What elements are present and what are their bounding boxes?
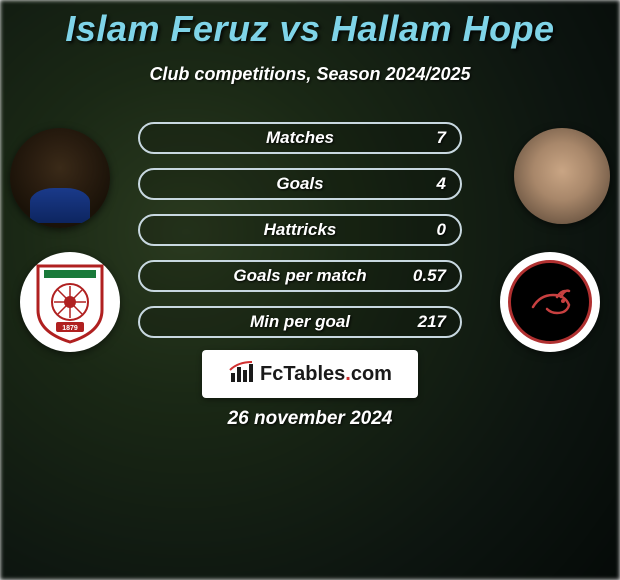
stat-row: Goals 4 <box>138 168 462 200</box>
stat-row: Min per goal 217 <box>138 306 462 338</box>
club1-crest: 1879 <box>20 252 120 352</box>
stat-label: Matches <box>140 128 460 148</box>
logo-brand-tables: Tables <box>283 363 345 385</box>
logo-text: FcTables.com <box>260 363 392 386</box>
club2-crest-icon <box>508 260 592 344</box>
stat-value: 0 <box>437 220 446 240</box>
page-title: Islam Feruz vs Hallam Hope <box>0 8 620 50</box>
player1-face-icon <box>10 128 110 228</box>
logo-brand-com: com <box>351 363 392 385</box>
subtitle: Club competitions, Season 2024/2025 <box>0 64 620 85</box>
stat-value: 4 <box>437 174 446 194</box>
logo-brand-fc: Fc <box>260 363 283 385</box>
stat-label: Hattricks <box>140 220 460 240</box>
stat-row: Matches 7 <box>138 122 462 154</box>
club2-crest <box>500 252 600 352</box>
stat-row: Hattricks 0 <box>138 214 462 246</box>
bar-chart-icon <box>228 359 254 390</box>
stat-label: Min per goal <box>140 312 460 332</box>
svg-text:1879: 1879 <box>62 325 78 332</box>
stat-value: 7 <box>437 128 446 148</box>
fctables-logo: FcTables.com <box>202 350 418 398</box>
stat-value: 217 <box>418 312 446 332</box>
stat-row: Goals per match 0.57 <box>138 260 462 292</box>
club1-crest-icon: 1879 <box>34 260 106 344</box>
date-label: 26 november 2024 <box>0 408 620 430</box>
stats-bars: Matches 7 Goals 4 Hattricks 0 Goals per … <box>138 122 462 352</box>
player1-avatar <box>10 128 110 228</box>
stat-label: Goals <box>140 174 460 194</box>
stat-value: 0.57 <box>413 266 446 286</box>
content-area: Islam Feruz vs Hallam Hope Club competit… <box>0 0 620 580</box>
player2-avatar <box>514 128 610 224</box>
player2-face-icon <box>514 128 610 224</box>
